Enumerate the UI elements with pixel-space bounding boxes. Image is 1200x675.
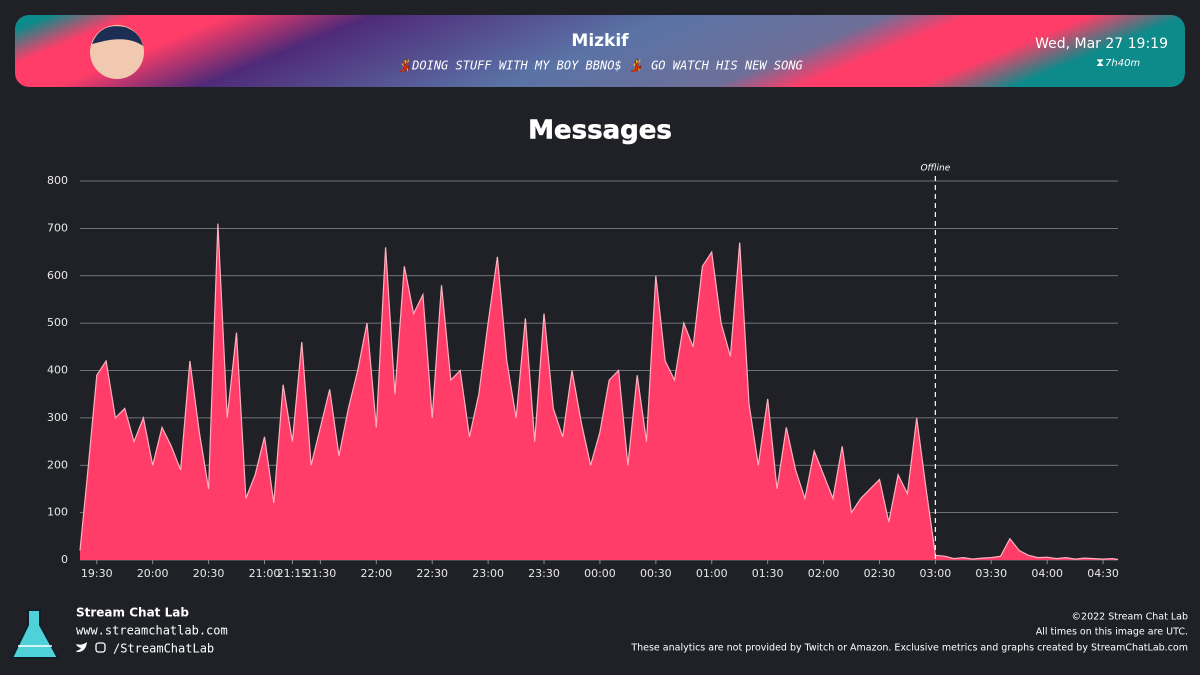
x-tick-label: 00:30 <box>640 567 672 580</box>
y-tick-label: 300 <box>47 411 68 424</box>
y-tick-label: 200 <box>47 458 68 471</box>
copyright: ©2022 Stream Chat Lab <box>1072 612 1188 623</box>
y-tick-label: 100 <box>47 506 68 519</box>
x-tick-label: 23:00 <box>472 567 504 580</box>
x-tick-label: 20:30 <box>193 567 225 580</box>
y-tick-label: 400 <box>47 364 68 377</box>
x-tick-label: 21:00 <box>249 567 281 580</box>
x-tick-label: 03:00 <box>920 567 952 580</box>
avatar-hat <box>92 26 143 46</box>
x-tick-label: 04:30 <box>1087 567 1119 580</box>
stream-title: 💃DOING STUFF WITH MY BOY BBNO$ 💃 GO WATC… <box>397 59 803 73</box>
timezone-note: All times on this image are UTC. <box>1036 627 1188 638</box>
x-tick-label: 04:00 <box>1031 567 1063 580</box>
x-tick-label: 02:30 <box>864 567 896 580</box>
stream-date: Wed, Mar 27 19:19 <box>1035 36 1168 52</box>
x-tick-label: 19:30 <box>81 567 113 580</box>
twitter-icon <box>76 642 87 652</box>
x-tick-label: 03:30 <box>975 567 1007 580</box>
y-tick-label: 800 <box>47 174 68 187</box>
x-tick-label: 22:30 <box>416 567 448 580</box>
area-line <box>79 223 1119 561</box>
brand-url: www.streamchatlab.com <box>76 624 228 638</box>
chart-title: Messages <box>528 116 672 146</box>
instagram-icon <box>95 642 106 653</box>
header-banner <box>15 15 1185 87</box>
y-tick-label: 0 <box>61 553 68 566</box>
x-tick-label: 21:15 <box>277 567 309 580</box>
x-tick-label: 21:30 <box>305 567 337 580</box>
y-tick-label: 500 <box>47 316 68 329</box>
logo <box>10 609 60 659</box>
plot: 0 100 200 300 400 500 600 700 800 19:30 20:00 20:30… <box>47 164 1119 581</box>
x-tick-label: 22:00 <box>360 567 392 580</box>
stream-duration: 7h40m <box>1105 58 1140 69</box>
x-tick-label: 01:00 <box>696 567 728 580</box>
streamer-name: Mizkif <box>571 31 629 51</box>
x-tick-label: 01:30 <box>752 567 784 580</box>
x-tick-label: 23:30 <box>528 567 560 580</box>
area-fill <box>80 223 1118 560</box>
hourglass-icon: ⧗ <box>1096 56 1104 69</box>
x-tick-label: 20:00 <box>137 567 169 580</box>
brand-handle: /StreamChatLab <box>113 642 214 656</box>
y-tick-label: 600 <box>47 269 68 282</box>
x-tick-label: 02:00 <box>808 567 840 580</box>
disclaimer: These analytics are not provided by Twit… <box>630 643 1188 654</box>
y-tick-label: 700 <box>47 221 68 234</box>
brand-name: Stream Chat Lab <box>76 606 189 620</box>
offline-label: Offline <box>920 164 950 174</box>
x-tick-label: 00:00 <box>584 567 616 580</box>
